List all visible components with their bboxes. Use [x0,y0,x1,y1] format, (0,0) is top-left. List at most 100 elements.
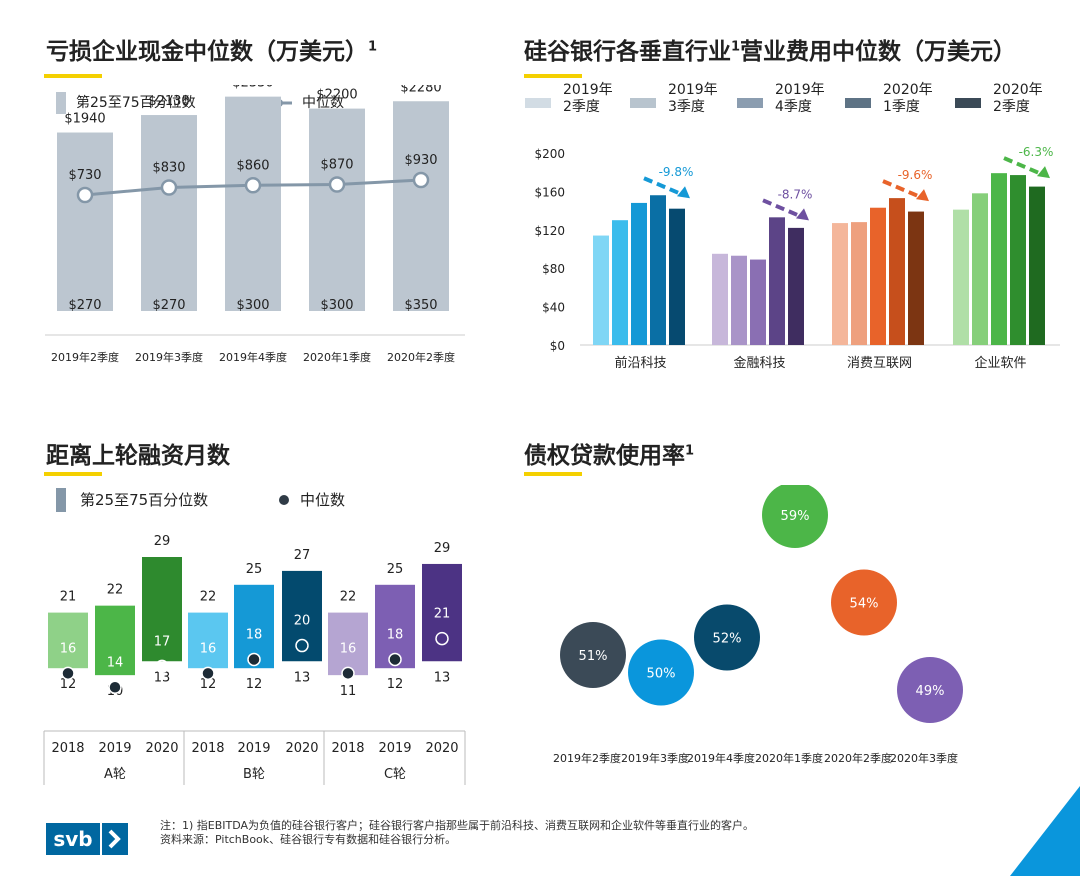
legend-label-quarter: 2季度 [993,99,1030,115]
y-tick-label: $40 [542,301,565,315]
p75-label: 22 [200,590,217,605]
year-label: 2019 [237,741,270,756]
iqr-box [142,557,182,662]
p75-label: $2330 [232,85,273,91]
x-tick-label: 2020年1季度 [755,751,823,765]
p25-label: 12 [246,677,263,692]
bubble-label: 54% [850,597,879,612]
chevron-right-icon [108,829,121,849]
opex-chart-title: 硅谷银行各垂直行业1营业费用中位数（万美元） [524,39,1017,65]
median-label: 20 [294,614,311,629]
p25-label: $300 [320,298,353,313]
median-label: 16 [340,641,357,656]
svg-text:svb: svb [53,827,92,851]
corner-accent [1010,786,1080,876]
bubble-label: 49% [916,684,945,699]
p75-label: $2280 [400,85,441,95]
x-tick-label: 2019年4季度 [219,350,287,364]
percentile-band [225,96,281,311]
legend-label-year: 2019年 [775,82,825,98]
median-marker [61,666,75,681]
x-tick-label: 2019年2季度 [553,751,621,765]
median-label: $730 [68,168,101,183]
bar [712,253,728,345]
median-label: $830 [152,161,185,176]
bar [870,207,886,345]
bar [788,227,804,345]
p75-label: 21 [60,590,77,605]
median-label: $930 [404,153,437,168]
iqr-box [188,612,228,669]
category-label: 前沿科技 [614,355,666,371]
legend-label-quarter: 4季度 [775,99,812,115]
footnote: 注：1) 指EBITDA为负值的硅谷银行客户；硅谷银行客户指那些属于前沿科技、消… [160,819,754,847]
y-tick-label: $0 [550,339,565,353]
bubble [628,639,694,706]
change-arrowhead [916,189,929,202]
opex-by-vertical-chart: 2019年2季度2019年3季度2019年4季度2020年1季度2020年2季度… [525,82,1060,371]
bar [953,209,969,345]
percentile-band [141,115,197,311]
x-tick-label: 2019年4季度 [687,751,755,765]
bubble-label: 52% [713,632,742,647]
p75-label: 22 [107,583,124,598]
year-label: 2020 [425,741,458,756]
change-arrowhead [796,208,809,221]
change-arrowhead [677,186,690,199]
bar [669,208,685,345]
bubble [897,657,963,723]
loan-title-accent [524,472,582,476]
legend-median-label: 中位数 [300,491,345,509]
year-label: 2018 [191,741,224,756]
p25-label: 13 [294,670,311,685]
median-point [412,171,430,189]
x-tick-label: 2019年3季度 [135,350,203,364]
median-label: 21 [434,607,451,622]
year-label: 2020 [145,741,178,756]
iqr-box [48,612,88,669]
median-point [244,177,262,194]
x-tick-label: 2019年3季度 [621,751,689,765]
median-label: 14 [107,655,124,670]
bubble-label: 50% [647,667,676,682]
p25-label: $270 [68,298,101,313]
median-label: 16 [60,641,77,656]
legend-label-quarter: 1季度 [883,99,920,115]
median-marker [247,652,261,667]
round-label: A轮 [104,767,126,782]
change-label: -6.3% [1019,145,1054,159]
bubble [831,569,897,636]
p75-label: 29 [154,534,171,549]
iqr-box [282,570,322,662]
round-label: B轮 [243,767,265,782]
median-label: $870 [320,158,353,173]
category-label: 金融科技 [733,355,785,371]
bar [851,222,867,345]
bar [1010,175,1026,345]
round-label: C轮 [384,767,406,782]
loan-utilization-chart: 51% 2019年2季度 50% 2019年3季度 52% 2019年4季度 59% 2020… [553,485,963,765]
x-tick-label: 2019年2季度 [51,350,119,364]
year-label: 2018 [331,741,364,756]
bubble [762,485,828,548]
bubble [694,604,760,671]
months-chart-title: 距离上轮融资月数 [46,443,230,469]
p25-label: $270 [152,298,185,313]
bubble [560,622,626,688]
p25-label: 12 [387,677,404,692]
footnote-source: 资料来源：PitchBook、硅谷银行专有数据和硅谷银行分析。 [160,833,457,846]
median-point [76,186,94,204]
median-label: 18 [246,627,263,642]
legend-swatch [630,98,656,108]
change-arrow [643,176,685,198]
p75-label: 27 [294,548,311,563]
year-label: 2020 [285,741,318,756]
change-arrow [1003,156,1045,177]
median-marker [435,631,449,646]
legend-label-quarter: 2季度 [563,99,600,115]
median-marker [388,652,402,667]
p75-label: $2130 [148,94,189,109]
p75-label: 25 [387,562,404,577]
bar [750,259,766,345]
bar [593,235,609,345]
